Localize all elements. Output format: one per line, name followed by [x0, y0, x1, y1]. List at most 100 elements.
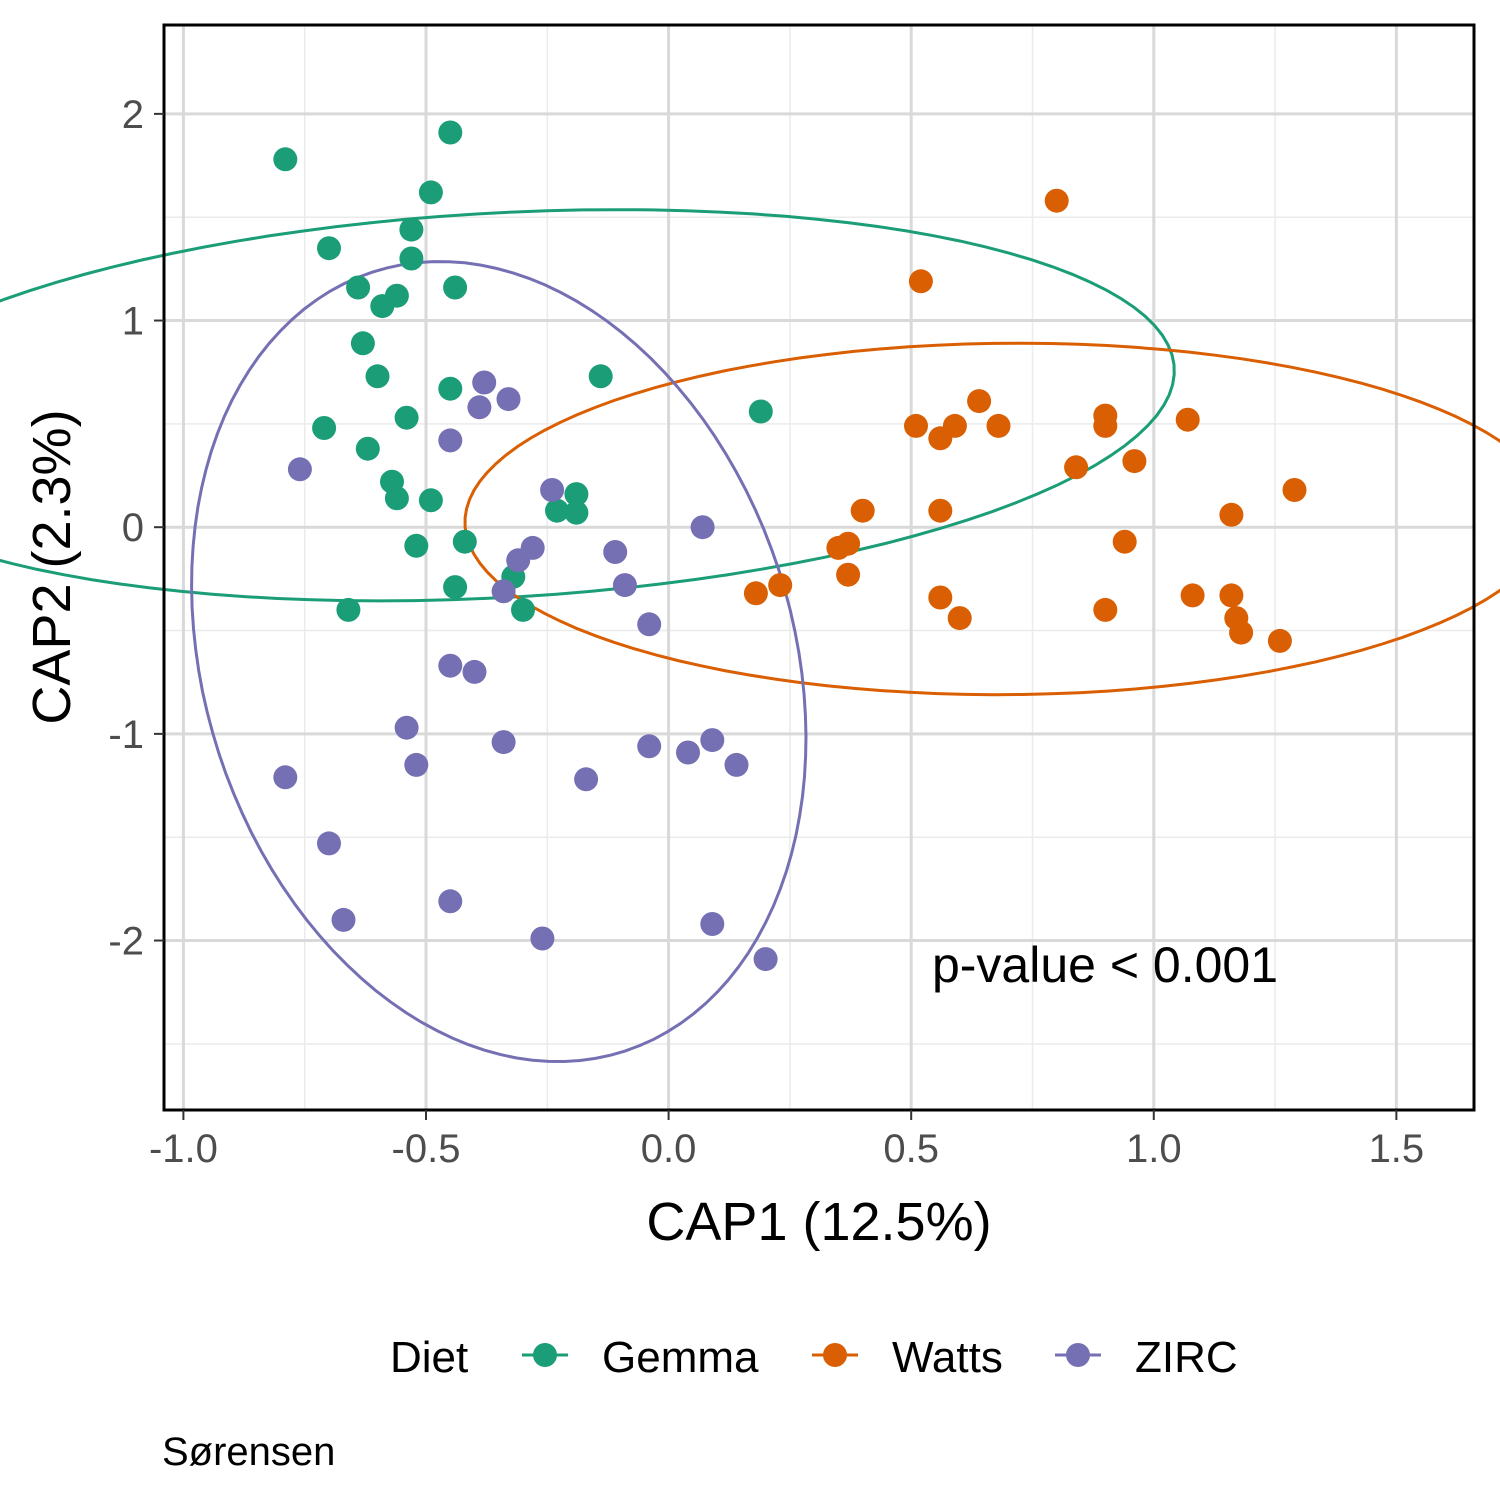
point-watts: [967, 389, 992, 414]
legend-label: ZIRC: [1135, 1333, 1238, 1382]
point-watts: [1282, 478, 1307, 502]
point-gemma: [273, 147, 298, 172]
grid-lines: [164, 25, 1474, 1110]
point-watts: [1064, 455, 1089, 480]
y-tick-label: -1: [108, 713, 144, 757]
point-watts: [836, 562, 861, 587]
point-gemma: [452, 529, 477, 554]
point-watts: [1219, 583, 1244, 608]
point-gemma: [511, 597, 535, 622]
data-points: [273, 120, 1307, 972]
point-zirc: [273, 765, 298, 790]
x-tick-label: -0.5: [392, 1127, 461, 1171]
point-gemma: [384, 486, 409, 511]
point-zirc: [462, 659, 487, 684]
x-tick-label: -1.0: [149, 1127, 218, 1171]
point-gemma: [443, 275, 468, 300]
legend-label: Gemma: [602, 1333, 759, 1382]
point-gemma: [394, 405, 419, 430]
point-gemma: [564, 482, 589, 507]
point-watts: [1175, 407, 1200, 432]
point-zirc: [574, 767, 599, 792]
point-watts: [768, 573, 793, 598]
x-axis-title: CAP1 (12.5%): [646, 1192, 991, 1252]
point-watts: [850, 498, 875, 523]
legend-key-point: [823, 1343, 847, 1367]
point-zirc: [394, 715, 419, 740]
point-zirc: [724, 752, 749, 777]
point-watts: [743, 581, 768, 606]
legend: Diet Gemma Watts ZIRC: [390, 1333, 1238, 1382]
point-gemma: [370, 294, 395, 319]
point-zirc: [438, 653, 463, 678]
legend-title: Diet: [390, 1333, 468, 1382]
point-zirc: [331, 907, 356, 932]
point-zirc: [637, 734, 662, 759]
point-zirc: [753, 947, 778, 972]
point-gemma: [355, 436, 380, 461]
point-watts: [1044, 188, 1069, 213]
y-axis-title: CAP2 (2.3%): [22, 409, 82, 724]
y-tick-label: 1: [122, 300, 144, 344]
point-zirc: [404, 752, 429, 777]
point-gemma: [438, 120, 463, 145]
point-watts: [1229, 620, 1254, 645]
point-zirc: [520, 535, 545, 560]
x-tick-label: 0.0: [641, 1127, 697, 1171]
y-tick-label: 0: [122, 506, 144, 550]
legend-key-point: [533, 1343, 557, 1367]
point-watts: [836, 531, 861, 556]
legend-item-zirc: ZIRC: [1055, 1333, 1238, 1382]
x-tick-label: 1.0: [1126, 1127, 1182, 1171]
point-zirc: [317, 831, 341, 856]
point-gemma: [588, 364, 613, 389]
point-zirc: [530, 926, 555, 951]
point-gemma: [438, 376, 463, 401]
point-zirc: [700, 728, 725, 753]
point-watts: [908, 269, 933, 294]
legend-label: Watts: [892, 1333, 1003, 1382]
point-watts: [904, 413, 928, 438]
point-zirc: [438, 889, 463, 914]
point-watts: [1267, 628, 1292, 653]
x-tick-label: 0.5: [883, 1127, 939, 1171]
legend-key-point: [1066, 1343, 1090, 1367]
legend-item-watts: Watts: [812, 1333, 1003, 1382]
y-tick-label: -2: [108, 920, 144, 964]
point-watts: [986, 413, 1011, 438]
point-zirc: [700, 912, 725, 936]
point-gemma: [346, 275, 371, 300]
point-zirc: [540, 478, 565, 502]
point-zirc: [491, 730, 516, 755]
plot-caption: Sørensen: [162, 1430, 335, 1474]
point-gemma: [350, 331, 375, 356]
point-watts: [928, 585, 953, 610]
point-gemma: [399, 217, 424, 242]
point-gemma: [336, 597, 361, 622]
point-zirc: [287, 457, 312, 482]
point-gemma: [418, 180, 443, 205]
point-zirc: [603, 540, 628, 564]
x-tick-label: 1.5: [1369, 1127, 1425, 1171]
point-zirc: [637, 612, 662, 637]
point-watts: [1122, 449, 1147, 474]
point-zirc: [467, 395, 492, 420]
point-gemma: [545, 498, 569, 523]
point-gemma: [317, 236, 341, 261]
ellipse-watts: [463, 341, 1500, 697]
point-watts: [928, 426, 953, 451]
panel-border: [162, 23, 1476, 1112]
point-gemma: [418, 488, 443, 513]
point-gemma: [365, 364, 390, 389]
point-zirc: [438, 428, 463, 453]
point-zirc: [491, 579, 516, 604]
point-watts: [947, 606, 972, 631]
point-gemma: [564, 500, 589, 525]
point-zirc: [676, 740, 700, 765]
axis-ticks: -1.0 -0.5 0.0 0.5 1.0 1.5 -2 -1 0 1 2: [108, 93, 1424, 1171]
point-gemma: [404, 533, 429, 558]
point-zirc: [690, 515, 715, 540]
